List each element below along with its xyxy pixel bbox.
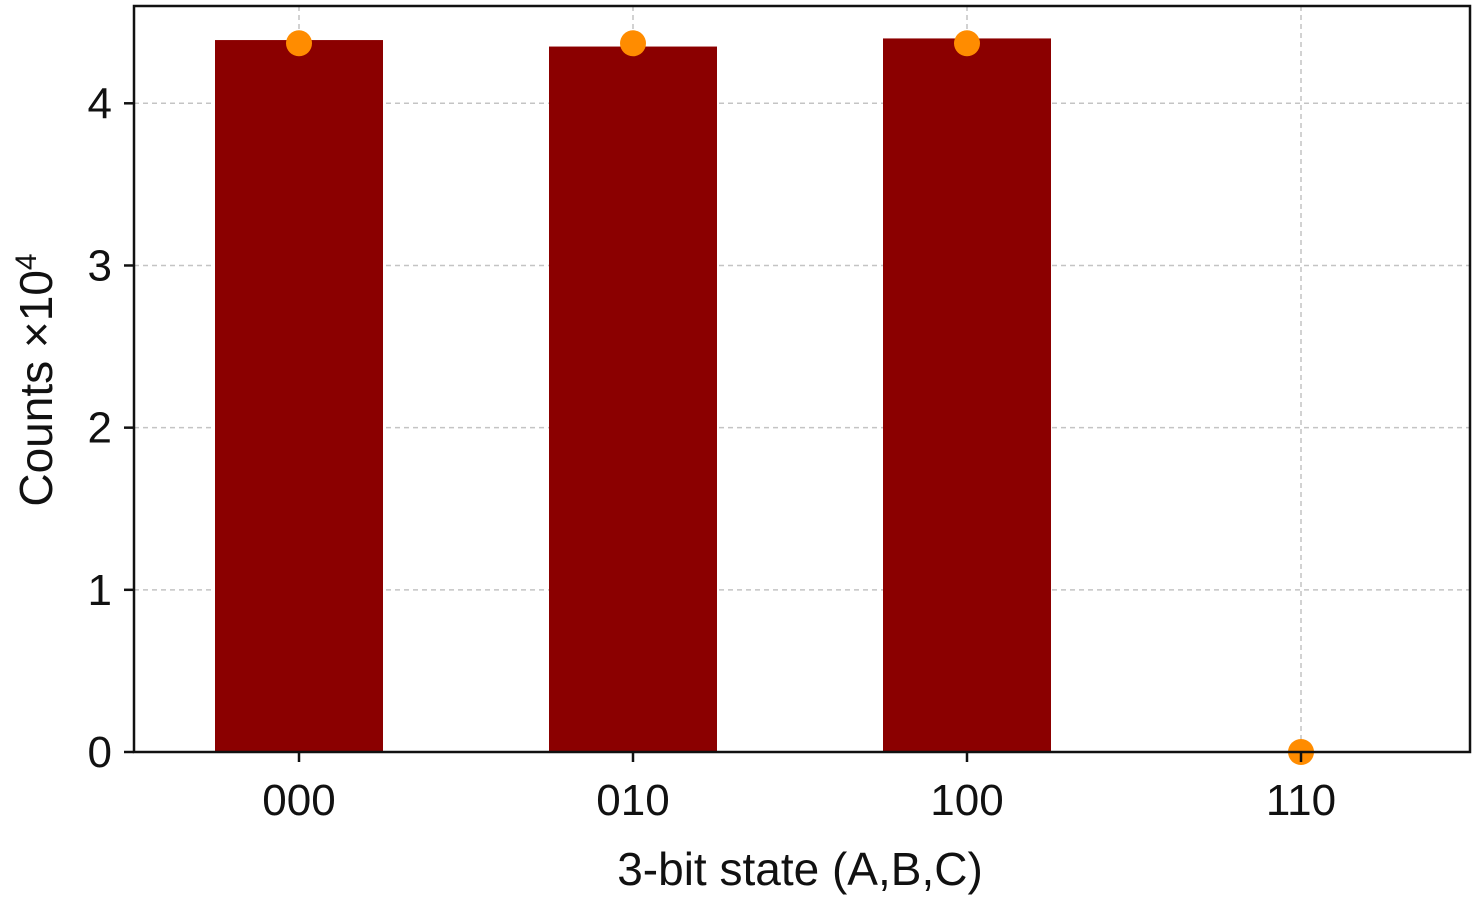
plot-frame [132,4,1472,754]
y-axis-label-text: Counts ×10 [10,270,62,507]
y-tick-label: 1 [88,566,112,615]
y-axis-label: Counts ×104 [10,253,63,506]
point-000 [286,30,312,57]
y-tick-label: 3 [88,241,112,290]
x-tick-label: 000 [262,776,335,825]
x-tick-label: 010 [596,776,669,825]
scatter-points [286,30,1314,765]
bar-000 [215,40,383,753]
bar-010 [549,46,717,753]
y-tick-label: 2 [88,404,112,453]
bars [215,38,1051,753]
y-tick-label: 4 [88,79,112,128]
bar-100 [883,38,1051,752]
axis-ticks: 0 1 2 3 4 000 010 100 110 [88,79,1337,825]
point-100 [954,30,980,57]
x-tick-label: 110 [1266,776,1336,825]
point-010 [620,30,646,57]
y-tick-label: 0 [88,728,112,777]
y-axis-label-exponent: 4 [10,253,43,270]
x-tick-label: 100 [930,776,1003,825]
x-axis-label: 3-bit state (A,B,C) [617,843,983,895]
